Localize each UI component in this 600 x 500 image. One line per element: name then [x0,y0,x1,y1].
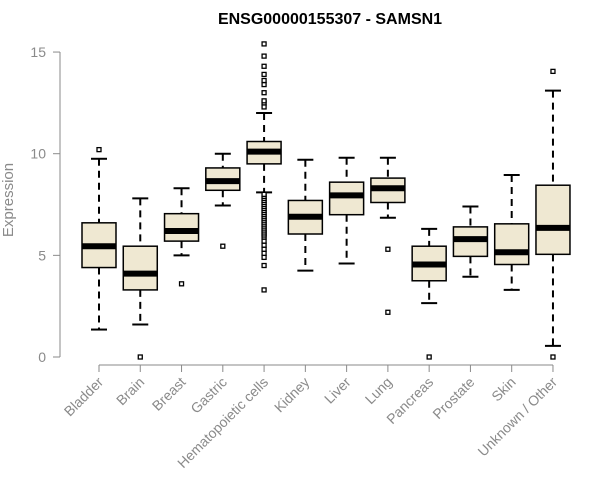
outlier-point [137,354,143,360]
outlier-point [261,98,267,104]
outlier-point [261,246,267,252]
outlier-point [178,281,185,287]
box-liver [328,156,365,265]
box-bladder [81,146,117,331]
box-iqr [535,184,571,256]
outlier-point [385,309,391,315]
x-tick-label: Prostate [429,374,477,422]
box-lung [370,156,406,315]
box-iqr [163,212,200,242]
box-pancreas [411,227,447,360]
outlier-point [550,354,556,360]
outlier-point [261,53,267,59]
y-axis: 0 5 10 15 [30,44,61,365]
outlier-point [261,41,267,47]
x-tick-label: Kidney [271,374,313,416]
x-tick-label: Breast [149,374,189,414]
outlier-point [261,104,267,110]
box-iqr [328,181,365,216]
x-tick-label: Skin [488,374,519,405]
outlier-point [385,246,391,252]
y-tick-label: 10 [30,146,46,162]
outlier-point [261,287,267,293]
box-gastric [205,152,241,249]
box-skin [493,174,530,291]
y-tick-label: 0 [38,349,46,365]
outlier-point [261,71,267,78]
outlier-point [426,354,432,360]
outlier-point [261,254,267,261]
box-plots [81,41,571,360]
y-tick-label: 15 [30,44,46,60]
outlier-point [261,250,267,256]
box-brain [122,197,159,360]
outlier-point [261,77,267,84]
outlier-point [261,90,267,96]
box-unknown-other [535,68,571,360]
x-tick-label: Liver [321,374,354,407]
outlier-point [261,81,267,88]
y-axis-label: Expression [0,163,17,237]
outlier-point [261,242,267,248]
outlier-point [261,262,267,269]
outlier-point [261,238,267,244]
y-tick-label: 5 [38,247,46,263]
box-breast [163,187,200,287]
box-kidney [287,158,324,272]
outlier-point [96,146,102,153]
outlier-point [220,243,226,249]
x-tick-label: Brain [113,374,147,408]
outlier-point [261,191,267,198]
x-tick-label: Lung [362,374,395,407]
box-prostate [452,205,489,278]
chart-title: ENSG00000155307 - SAMSN1 [218,11,442,28]
outlier-point [550,68,556,75]
box-iqr [493,223,530,266]
outlier-point [261,63,267,69]
box-hematopoietic-cells [246,41,282,293]
x-tick-label: Bladder [61,374,107,420]
box-iqr [122,245,159,291]
